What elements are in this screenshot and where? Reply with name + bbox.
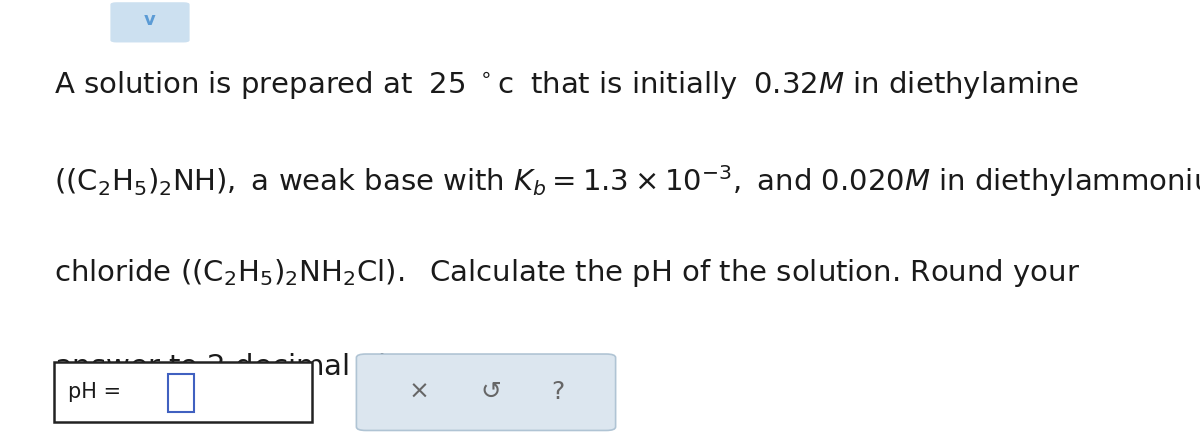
- Text: A solution is prepared at $_{\ }$$\mathdefault{25\ ^\circ c}$$_{\ }$ that is ini: A solution is prepared at $_{\ }$$\mathd…: [54, 69, 1079, 101]
- Text: v: v: [144, 11, 156, 29]
- Text: ×: ×: [408, 380, 430, 404]
- FancyBboxPatch shape: [54, 362, 312, 422]
- FancyBboxPatch shape: [356, 354, 616, 430]
- FancyBboxPatch shape: [168, 374, 194, 412]
- Text: ↺: ↺: [480, 380, 502, 404]
- Text: answer to $\mathdefault{2}$ decimal places.: answer to $\mathdefault{2}$ decimal plac…: [54, 351, 461, 383]
- Text: chloride $\mathdefault{((C_2H_5)_2NH_2Cl)}$$.$  Calculate the pH of the solution: chloride $\mathdefault{((C_2H_5)_2NH_2Cl…: [54, 257, 1080, 289]
- FancyBboxPatch shape: [110, 2, 190, 42]
- Text: pH =: pH =: [68, 382, 128, 402]
- Text: $\mathdefault{((C_2H_5)_2NH)}$$,\ $a weak base with $\mathit{K}_{\mathit{b}}$$\m: $\mathdefault{((C_2H_5)_2NH)}$$,\ $a wea…: [54, 163, 1200, 199]
- Text: ?: ?: [551, 380, 565, 404]
